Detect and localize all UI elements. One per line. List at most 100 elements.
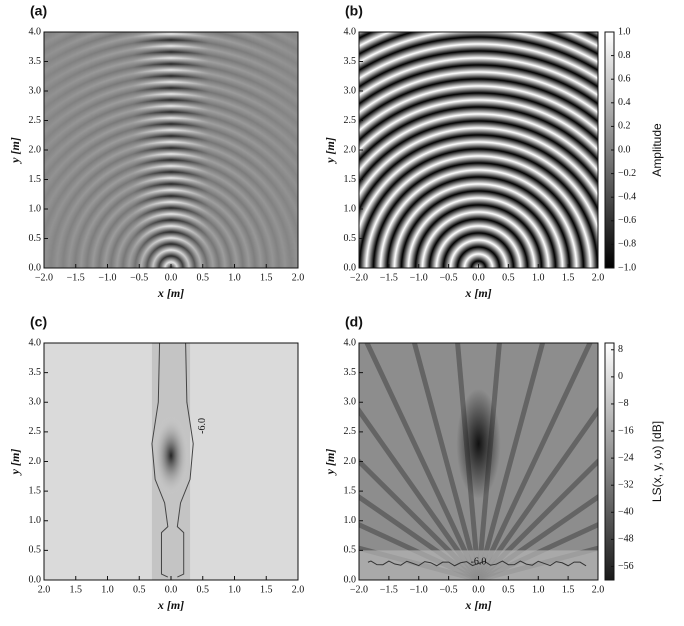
x-tick-label: 1.5	[260, 272, 273, 283]
x-tick-label: 0.0	[472, 272, 485, 283]
x-tick-label: −2.0	[35, 272, 53, 283]
heatmap	[44, 32, 298, 268]
y-tick-label: 1.0	[344, 515, 357, 526]
y-tick-label: 2.5	[344, 426, 357, 437]
field-streak	[411, 343, 481, 580]
panel-label: (d)	[345, 314, 363, 330]
x-tick-label: 1.5	[260, 584, 273, 595]
x-tick-label: −1.0	[410, 272, 428, 283]
y-tick-label: 0.0	[344, 574, 357, 585]
y-tick-label: 0.5	[344, 233, 357, 244]
colorbar-tick-label: −8	[618, 398, 629, 409]
panel-label: (c)	[30, 314, 47, 330]
x-tick-label: 1.0	[101, 584, 114, 595]
field-streak	[476, 343, 502, 580]
x-tick-label: −1.5	[380, 584, 398, 595]
colorbar-label: Amplitude	[650, 123, 664, 177]
contour-label: -6.0	[197, 418, 208, 434]
x-axis-label: x [m]	[464, 598, 491, 612]
y-tick-label: 2.0	[344, 144, 357, 155]
colorbar-tick-label: 0.4	[618, 97, 631, 108]
field-streak	[476, 406, 598, 580]
x-tick-label: 1.5	[562, 272, 575, 283]
colorbar-tick-label: 0.0	[618, 144, 631, 155]
x-tick-label: 1.5	[70, 584, 83, 595]
field-focus	[456, 388, 501, 499]
x-tick-label: −1.0	[98, 272, 116, 283]
y-tick-label: 0.5	[344, 545, 357, 556]
colorbar-tick-label: −24	[618, 452, 634, 463]
colorbar-tick-label: −0.2	[618, 168, 636, 179]
x-tick-label: −0.5	[130, 272, 148, 283]
colorbar-tick-label: 0.8	[618, 50, 631, 61]
colorbar-tick-label: −56	[618, 561, 634, 572]
y-tick-label: 1.5	[29, 174, 42, 185]
x-tick-label: −1.5	[67, 272, 85, 283]
x-tick-label: 0.5	[197, 584, 210, 595]
y-tick-label: 4.0	[29, 337, 42, 348]
x-tick-label: −0.5	[440, 272, 458, 283]
x-tick-label: 0.5	[502, 584, 515, 595]
y-tick-label: 3.0	[344, 85, 357, 96]
colorbar-tick-label: −0.6	[618, 215, 636, 226]
panel-label: (b)	[345, 3, 363, 19]
y-tick-label: 1.5	[344, 174, 357, 185]
y-tick-label: 3.0	[344, 397, 357, 408]
x-tick-label: 1.0	[228, 272, 241, 283]
y-axis-label: y [m]	[8, 137, 22, 165]
y-tick-label: 1.0	[29, 203, 42, 214]
colorbar-tick-label: 0.2	[618, 121, 631, 132]
colorbar-tick-label: 0.6	[618, 73, 631, 84]
x-tick-label: 0.5	[502, 272, 515, 283]
y-tick-label: 2.5	[29, 426, 42, 437]
x-tick-label: 1.0	[532, 584, 545, 595]
x-tick-label: 0.0	[472, 584, 485, 595]
x-tick-label: −2.0	[350, 584, 368, 595]
y-tick-label: 1.5	[344, 485, 357, 496]
y-tick-label: 1.0	[29, 515, 42, 526]
x-tick-label: 0.5	[197, 272, 210, 283]
field-streak	[476, 343, 546, 580]
field-streak	[477, 493, 598, 580]
colorbar-tick-label: −0.8	[618, 239, 636, 250]
y-tick-label: 4.0	[29, 26, 42, 37]
heatmap	[359, 343, 598, 580]
field-streak	[455, 343, 481, 580]
x-axis-label: x [m]	[157, 286, 184, 300]
field-focus	[153, 415, 189, 496]
y-tick-label: 4.0	[344, 337, 357, 348]
panel: -6.0(c)2.0 1.5 1.0 0.5 0.0 0.5 1.0 1.5 2.00.00.5…	[8, 314, 305, 612]
x-tick-label: 2.0	[38, 584, 51, 595]
y-axis-label: y [m]	[323, 137, 337, 165]
colorbar-tick-label: −32	[618, 479, 634, 490]
field-streak	[359, 406, 481, 580]
y-tick-label: 2.5	[29, 115, 42, 126]
y-tick-label: 2.0	[29, 456, 42, 467]
colorbar-label: LS(x, y, ω) [dB]	[650, 421, 664, 502]
y-tick-label: 0.0	[29, 262, 42, 273]
y-tick-label: 2.5	[344, 115, 357, 126]
colorbar-tick-label: 1.0	[618, 26, 631, 37]
y-tick-label: 0.0	[344, 262, 357, 273]
colorbar-tick-label: −16	[618, 425, 634, 436]
x-tick-label: 0.0	[165, 584, 178, 595]
contour-line	[151, 343, 194, 578]
colorbar-tick-label: −48	[618, 534, 634, 545]
panel: (a) −2.0 −1.5 −1.0 −0.5 0.0 0.5 1.0 1.5 2.0 0.0 0.5…	[8, 3, 305, 300]
panel: -6.0 (d) −2.0 −1.5 −1.0 −0.5 0.0 0.5 1.0 1.5 2.0 0.…	[323, 314, 664, 612]
panel: (b) −2.0 −1.5 −1.0 −0.5 0.0 0.5 1.0 1.5 2.0 0.0 0.5…	[323, 3, 664, 300]
y-tick-label: 3.5	[29, 367, 42, 378]
field-streak	[476, 457, 598, 580]
x-tick-label: −0.5	[440, 584, 458, 595]
x-tick-label: 2.0	[292, 584, 305, 595]
x-tick-label: −2.0	[350, 272, 368, 283]
colorbar	[604, 342, 615, 581]
x-tick-label: −1.0	[410, 584, 428, 595]
y-axis-label: y [m]	[323, 449, 337, 477]
colorbar-tick-label: 0	[618, 371, 623, 382]
field-streak	[359, 457, 481, 580]
x-tick-label: 1.5	[562, 584, 575, 595]
y-tick-label: 2.0	[29, 144, 42, 155]
heatmap	[359, 32, 598, 268]
